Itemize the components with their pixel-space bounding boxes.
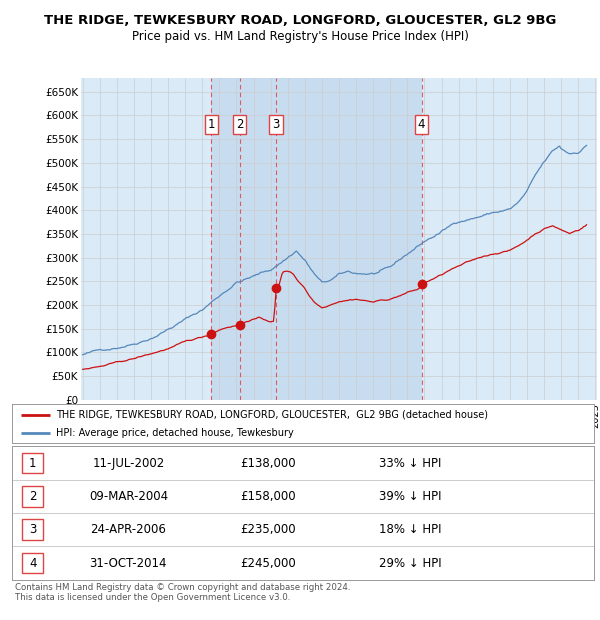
- Text: 33% ↓ HPI: 33% ↓ HPI: [379, 456, 441, 469]
- Text: 1: 1: [29, 456, 37, 469]
- Bar: [22, 486, 43, 507]
- Text: 3: 3: [272, 118, 280, 131]
- Text: HPI: Average price, detached house, Tewkesbury: HPI: Average price, detached house, Tewk…: [56, 428, 293, 438]
- Text: 4: 4: [29, 557, 37, 570]
- Text: THE RIDGE, TEWKESBURY ROAD, LONGFORD, GLOUCESTER, GL2 9BG: THE RIDGE, TEWKESBURY ROAD, LONGFORD, GL…: [44, 14, 556, 27]
- Bar: [22, 552, 43, 574]
- Text: £138,000: £138,000: [240, 456, 296, 469]
- Text: 39% ↓ HPI: 39% ↓ HPI: [379, 490, 441, 503]
- Text: 2: 2: [236, 118, 244, 131]
- Text: £235,000: £235,000: [240, 523, 296, 536]
- Text: 1: 1: [208, 118, 215, 131]
- Text: 09-MAR-2004: 09-MAR-2004: [89, 490, 168, 503]
- Bar: [211, 78, 422, 400]
- Text: Price paid vs. HM Land Registry's House Price Index (HPI): Price paid vs. HM Land Registry's House …: [131, 30, 469, 43]
- Text: £245,000: £245,000: [240, 557, 296, 570]
- Text: Contains HM Land Registry data © Crown copyright and database right 2024.
This d: Contains HM Land Registry data © Crown c…: [15, 583, 350, 602]
- Text: THE RIDGE, TEWKESBURY ROAD, LONGFORD, GLOUCESTER,  GL2 9BG (detached house): THE RIDGE, TEWKESBURY ROAD, LONGFORD, GL…: [56, 410, 488, 420]
- Text: 29% ↓ HPI: 29% ↓ HPI: [379, 557, 441, 570]
- Text: 18% ↓ HPI: 18% ↓ HPI: [379, 523, 441, 536]
- Text: 11-JUL-2002: 11-JUL-2002: [92, 456, 164, 469]
- Text: 24-APR-2006: 24-APR-2006: [91, 523, 166, 536]
- Bar: [22, 453, 43, 474]
- Text: £158,000: £158,000: [240, 490, 296, 503]
- Bar: [22, 520, 43, 540]
- Text: 4: 4: [418, 118, 425, 131]
- Text: 2: 2: [29, 490, 37, 503]
- Text: 3: 3: [29, 523, 37, 536]
- Text: 31-OCT-2014: 31-OCT-2014: [89, 557, 167, 570]
